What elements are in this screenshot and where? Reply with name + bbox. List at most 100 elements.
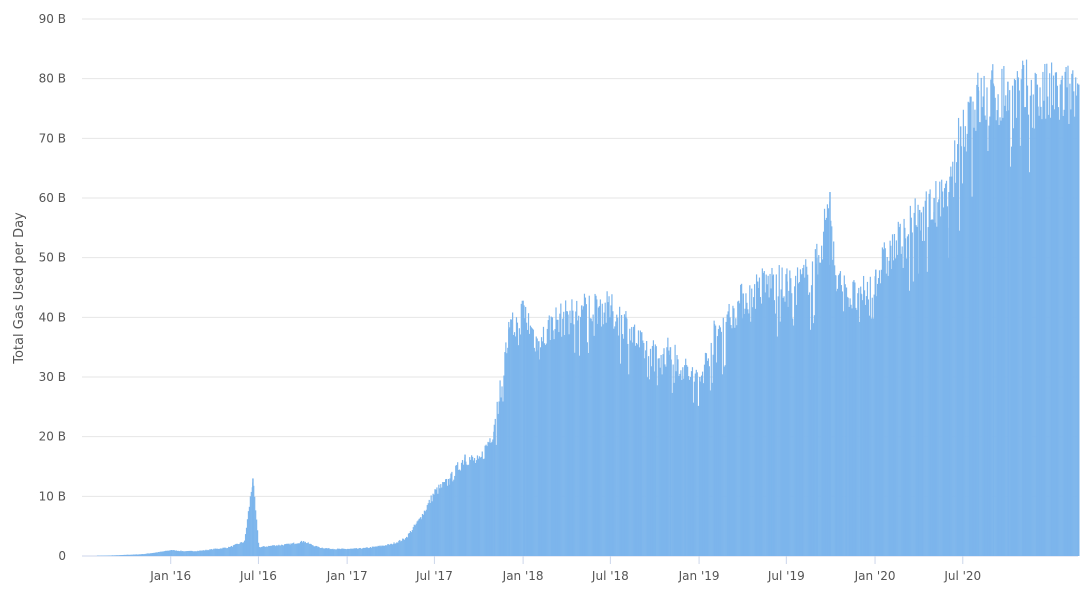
bar bbox=[202, 550, 204, 556]
bar bbox=[453, 479, 455, 556]
bar bbox=[684, 365, 686, 556]
bar bbox=[429, 502, 431, 556]
bar bbox=[123, 554, 125, 556]
bar bbox=[158, 552, 160, 556]
bar bbox=[240, 541, 242, 556]
bar bbox=[484, 445, 486, 556]
bar bbox=[1024, 107, 1026, 556]
bar bbox=[1062, 115, 1064, 556]
bar bbox=[782, 297, 784, 556]
bar bbox=[749, 285, 751, 556]
bar bbox=[652, 340, 654, 556]
bar bbox=[1037, 106, 1039, 556]
bar bbox=[892, 260, 895, 556]
bar bbox=[875, 269, 877, 556]
bar bbox=[410, 532, 412, 556]
bar bbox=[510, 319, 512, 556]
bar bbox=[458, 469, 460, 556]
bar bbox=[809, 329, 812, 556]
bar bbox=[116, 555, 118, 556]
bar bbox=[436, 487, 438, 556]
bar bbox=[192, 551, 194, 556]
bar bbox=[705, 353, 708, 556]
bar bbox=[658, 358, 660, 556]
bar bbox=[485, 444, 487, 556]
bar bbox=[479, 457, 481, 556]
bar bbox=[680, 370, 682, 556]
bar bbox=[952, 161, 954, 557]
bar bbox=[709, 390, 711, 556]
bar bbox=[893, 233, 896, 556]
bar bbox=[188, 550, 190, 556]
bar bbox=[350, 548, 352, 556]
bar bbox=[985, 119, 987, 557]
bar bbox=[184, 551, 186, 556]
x-axis-ticks: Jan '16 Jul '16 Jan '17 Jul '17 Jan '18 Jul '… bbox=[149, 556, 981, 583]
bar bbox=[554, 329, 556, 556]
bar bbox=[612, 311, 614, 556]
bar bbox=[1023, 65, 1025, 556]
bar bbox=[480, 456, 482, 556]
bar bbox=[302, 541, 305, 556]
bar bbox=[109, 555, 111, 556]
bar bbox=[172, 550, 174, 556]
bar bbox=[845, 287, 848, 556]
bar bbox=[440, 484, 442, 556]
bar bbox=[747, 309, 749, 556]
bar bbox=[547, 320, 549, 556]
bar bbox=[454, 475, 456, 556]
bar bbox=[565, 300, 567, 556]
bar bbox=[1016, 71, 1018, 556]
bar bbox=[808, 294, 810, 556]
bar bbox=[519, 334, 521, 556]
bar bbox=[252, 478, 254, 556]
x-tick-label: Jan '19 bbox=[678, 569, 720, 583]
bar bbox=[781, 267, 783, 556]
bar bbox=[759, 297, 762, 556]
bar bbox=[397, 542, 399, 556]
bar bbox=[516, 322, 519, 556]
bar bbox=[808, 292, 811, 556]
bar bbox=[787, 306, 789, 556]
bar bbox=[243, 541, 246, 556]
bar bbox=[889, 245, 892, 556]
bar bbox=[121, 555, 123, 556]
bar bbox=[402, 538, 404, 556]
bar bbox=[966, 133, 968, 556]
bar bbox=[795, 304, 798, 556]
bar bbox=[396, 542, 398, 556]
bar bbox=[423, 510, 426, 556]
bar bbox=[894, 258, 897, 556]
bar bbox=[763, 271, 765, 556]
bar bbox=[1012, 128, 1015, 556]
bar bbox=[363, 547, 365, 556]
bar bbox=[1065, 67, 1067, 556]
bar bbox=[379, 545, 381, 556]
bar bbox=[446, 485, 449, 556]
bar bbox=[409, 531, 412, 556]
bar bbox=[568, 334, 570, 556]
bar bbox=[803, 264, 805, 556]
bar bbox=[686, 365, 688, 556]
bar bbox=[701, 371, 704, 556]
bar bbox=[227, 548, 229, 556]
bar bbox=[399, 539, 401, 556]
bar bbox=[212, 549, 214, 556]
bar bbox=[574, 352, 576, 556]
bar bbox=[655, 346, 657, 556]
bar bbox=[921, 240, 924, 556]
bar bbox=[218, 548, 220, 556]
bar bbox=[124, 554, 126, 556]
bar bbox=[405, 536, 408, 556]
bar bbox=[864, 304, 867, 556]
bar bbox=[131, 554, 133, 556]
bar bbox=[1043, 100, 1045, 556]
bar bbox=[983, 75, 985, 557]
bar bbox=[180, 550, 182, 556]
bar bbox=[400, 541, 402, 556]
bar bbox=[276, 545, 278, 556]
bar bbox=[594, 293, 596, 556]
bar bbox=[990, 79, 992, 556]
bar bbox=[318, 547, 320, 556]
